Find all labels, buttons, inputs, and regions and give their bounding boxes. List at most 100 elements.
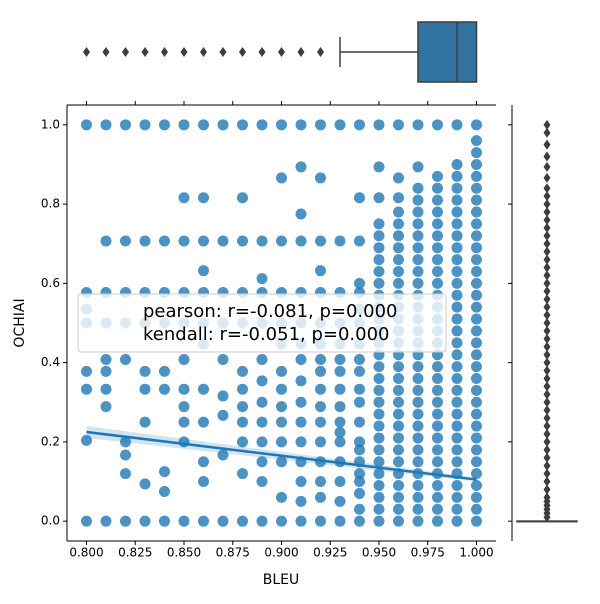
scatter-point — [139, 365, 151, 377]
scatter-point — [393, 172, 404, 184]
scatter-point — [276, 235, 287, 247]
outlier — [543, 222, 551, 233]
scatter-point — [432, 361, 443, 373]
scatter-point — [276, 491, 287, 503]
scatter-point — [471, 289, 482, 301]
scatter-point — [393, 277, 404, 289]
scatter-point — [471, 325, 482, 337]
scatter-point — [256, 515, 268, 527]
scatter-point — [471, 349, 482, 361]
scatter-point — [100, 401, 112, 413]
outlier — [543, 270, 551, 281]
scatter-point — [373, 192, 385, 204]
scatter-point — [432, 432, 443, 444]
outlier — [543, 357, 551, 368]
scatter-point — [100, 365, 112, 377]
scatter-point — [471, 218, 482, 230]
scatter-point — [354, 476, 365, 488]
scatter-point — [354, 192, 365, 204]
scatter-point — [373, 242, 385, 254]
scatter-point — [451, 325, 463, 337]
x-tick-label: 0.800 — [69, 546, 103, 560]
outlier — [543, 127, 551, 138]
scatter-point — [432, 491, 443, 503]
scatter-point — [471, 420, 482, 432]
scatter-point — [432, 277, 443, 289]
scatter-point — [334, 401, 346, 413]
scatter-point — [451, 361, 463, 373]
scatter-point — [373, 444, 385, 456]
scatter-point — [471, 480, 482, 492]
outlier — [543, 476, 551, 487]
scatter-point — [159, 383, 170, 395]
scatter-point — [100, 383, 112, 395]
outlier — [543, 302, 551, 313]
box — [417, 21, 478, 83]
scatter-point — [432, 242, 443, 254]
scatter-point — [393, 254, 404, 266]
scatter-point — [412, 480, 424, 492]
scatter-point — [373, 161, 385, 173]
scatter-point — [432, 218, 443, 230]
outlier — [543, 286, 551, 297]
outlier — [258, 47, 266, 57]
scatter-point — [315, 119, 326, 131]
y-tick-label: 0.0 — [41, 514, 60, 528]
scatter-point — [139, 383, 151, 395]
scatter-point — [178, 192, 190, 204]
outlier — [543, 246, 551, 257]
scatter-point — [354, 487, 365, 499]
scatter-point — [451, 230, 463, 242]
scatter-point — [334, 119, 346, 131]
scatter-point — [354, 503, 365, 515]
scatter-point — [393, 242, 404, 254]
scatter-point — [354, 444, 365, 456]
scatter-point — [373, 468, 385, 480]
scatter-point — [471, 313, 482, 325]
scatter-point — [81, 383, 92, 395]
scatter-point — [471, 468, 482, 480]
outlier — [543, 373, 551, 384]
outlier — [122, 47, 129, 57]
outlier — [543, 413, 551, 424]
scatter-point — [100, 119, 112, 131]
outlier — [200, 47, 207, 57]
scatter-point — [315, 401, 326, 413]
scatter-point — [178, 119, 190, 131]
scatter-point — [295, 515, 307, 527]
scatter-point — [373, 456, 385, 468]
scatter-point — [237, 515, 248, 527]
scatter-point — [217, 409, 229, 421]
scatter-point — [217, 353, 229, 365]
scatter-point — [217, 235, 229, 247]
scatter-point — [471, 194, 482, 206]
scatter-point — [393, 192, 404, 204]
outlier — [543, 278, 551, 289]
scatter-point — [471, 230, 482, 242]
scatter-point — [334, 365, 346, 377]
scatter-point — [432, 480, 443, 492]
outlier — [543, 191, 551, 202]
scatter-point — [373, 361, 385, 373]
outlier — [543, 262, 551, 273]
scatter-point — [198, 515, 209, 527]
outlier — [543, 349, 551, 360]
scatter-point — [451, 242, 463, 254]
scatter-point — [100, 515, 112, 527]
outlier — [543, 468, 551, 479]
scatter-point — [412, 218, 424, 230]
scatter-point — [412, 119, 424, 131]
scatter-point — [471, 170, 482, 182]
scatter-point — [256, 456, 268, 468]
scatter-point — [256, 396, 268, 408]
scatter-point — [451, 289, 463, 301]
scatter-point — [100, 353, 112, 365]
scatter-point — [393, 119, 404, 131]
scatter-point — [451, 420, 463, 432]
scatter-point — [471, 408, 482, 420]
outlier — [543, 333, 551, 344]
scatter-point — [412, 361, 424, 373]
scatter-point — [295, 416, 307, 428]
scatter-point — [432, 182, 443, 194]
scatter-point — [393, 420, 404, 432]
